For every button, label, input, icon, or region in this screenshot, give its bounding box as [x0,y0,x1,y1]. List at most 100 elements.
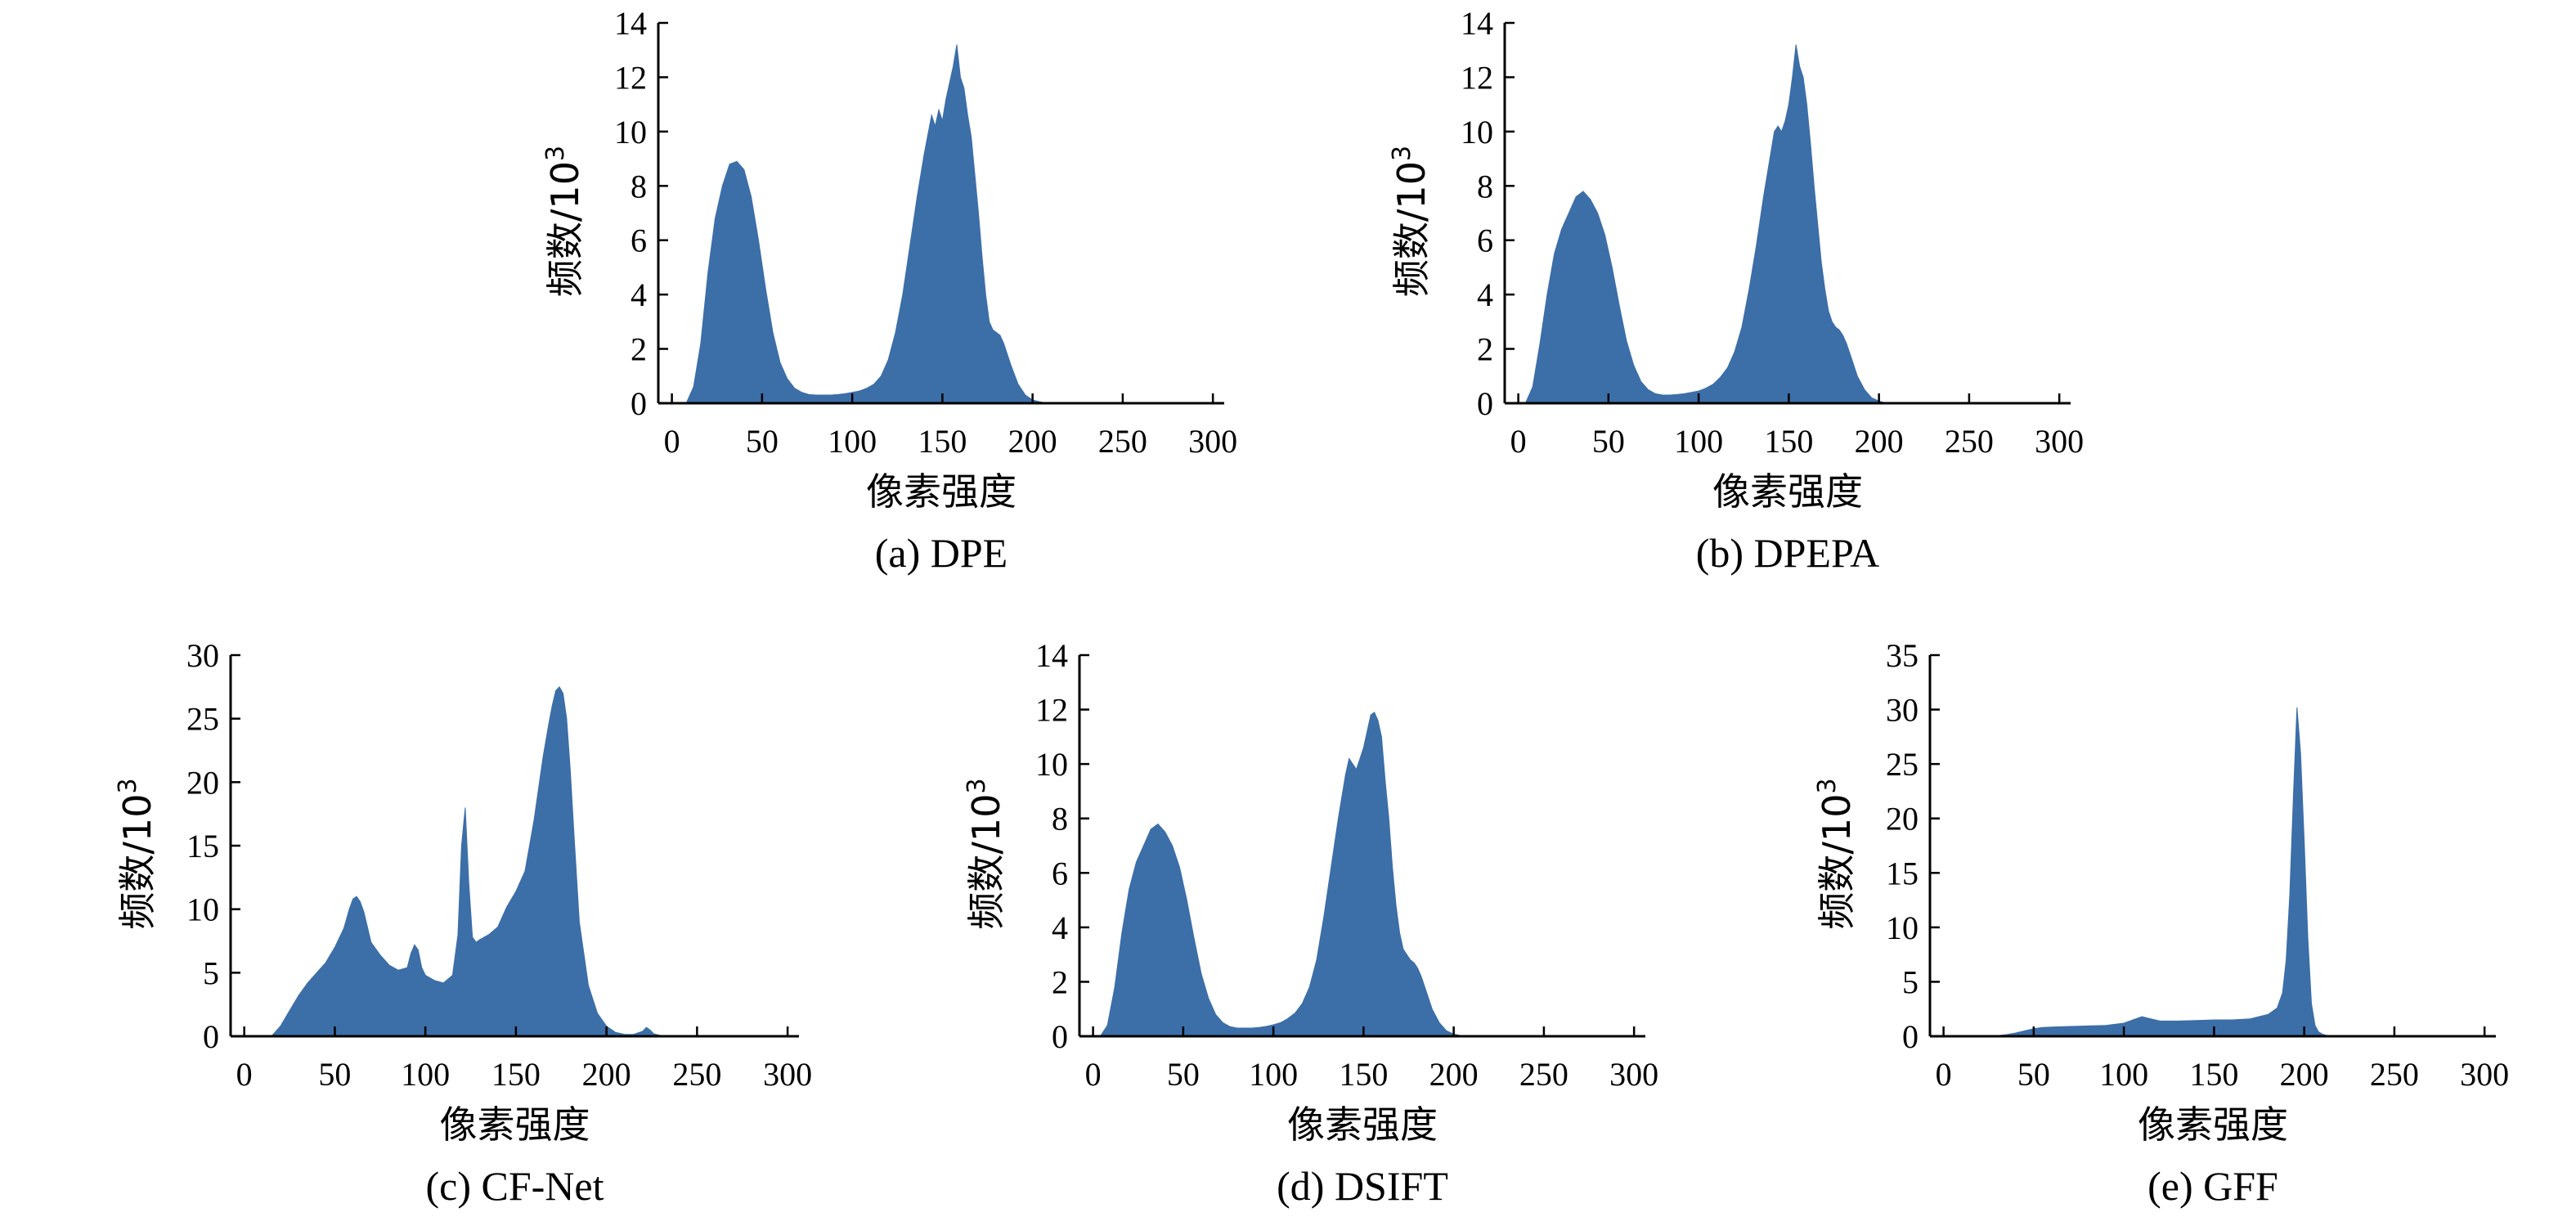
y-tick-label: 12 [1461,59,1493,96]
y-tick-label: 14 [1461,5,1493,42]
x-tick-label: 150 [1339,1056,1388,1093]
y-tick-label: 12 [614,59,647,96]
y-tick-label: 6 [1477,222,1493,259]
panel-caption: (a) DPE [875,530,1008,576]
x-tick-label: 300 [2035,423,2084,460]
y-axis-label-exponent: 3 [114,778,142,793]
y-axis-label-text: 频数/10 [1389,161,1434,297]
panel-caption: (c) CF-Net [426,1163,604,1209]
y-tick-label: 10 [1886,909,1919,946]
x-axis-label: 像素强度 [1712,469,1863,514]
y-tick-label: 6 [631,222,647,259]
x-axis-label: 像素强度 [1287,1103,1438,1147]
x-axis-label: 像素强度 [2138,1103,2288,1147]
x-tick-label: 100 [401,1056,450,1093]
histogram-area [1518,44,1915,404]
x-tick-label: 300 [2460,1056,2509,1093]
x-tick-label: 100 [1674,423,1723,460]
y-tick-label: 25 [1886,746,1919,783]
x-tick-label: 0 [1936,1056,1952,1093]
x-tick-label: 300 [1188,423,1237,460]
x-tick-label: 0 [236,1056,253,1093]
histogram-area [244,685,788,1037]
y-tick-label: 2 [1477,331,1493,368]
y-tick-label: 5 [203,954,219,991]
histogram-panel-5: 0 50 100 150 200 250 300 0 5 10 15 20 25 30 35 像素强度 频数/1… [1813,637,2509,1209]
x-tick-label: 50 [1592,423,1625,460]
x-tick-label: 100 [828,423,877,460]
y-tick-label: 14 [614,5,647,42]
x-tick-label: 250 [672,1056,721,1093]
y-tick-label: 4 [631,276,647,313]
y-tick-label: 20 [186,764,219,801]
x-tick-label: 250 [1945,423,1994,460]
y-tick-label: 10 [1035,746,1068,783]
x-tick-label: 300 [1609,1056,1658,1093]
x-tick-label: 50 [318,1056,351,1093]
panel-caption: (e) GFF [2147,1163,2278,1209]
y-tick-label: 8 [1052,801,1068,838]
x-tick-label: 200 [582,1056,631,1093]
y-tick-label: 6 [1052,855,1068,891]
y-axis-label: 频数/103 [1813,778,1859,929]
histogram-panel-4: 0 50 100 150 200 250 300 0 2 4 6 8 10 12 14 像素强度 频数/103 (… [963,637,1658,1209]
x-tick-label: 0 [664,423,680,460]
x-tick-label: 100 [2099,1056,2148,1093]
y-axis-label-exponent: 3 [1813,778,1842,793]
x-axis-label: 像素强度 [440,1103,590,1147]
histogram-panel-3: 0 50 100 150 200 250 300 0 5 10 15 20 25 30 像素强度 频数/103… [114,637,812,1209]
x-tick-label: 150 [2189,1056,2238,1093]
y-axis-label-text: 频数/10 [115,794,159,930]
x-tick-label: 150 [1764,423,1813,460]
histogram-panel-2: 0 50 100 150 200 250 300 0 2 4 6 8 10 12 14 像素强度 频数/103 (… [1388,5,2084,576]
y-axis-label-text: 频数/10 [964,794,1008,930]
y-tick-label: 30 [186,637,219,674]
y-tick-label: 10 [1461,114,1493,150]
y-tick-label: 4 [1052,909,1068,946]
y-tick-label: 35 [1886,637,1919,674]
y-axis-label: 频数/103 [1388,146,1434,297]
histogram-area [671,44,1069,404]
x-tick-label: 200 [2280,1056,2329,1093]
y-tick-label: 15 [186,828,219,864]
y-tick-label: 8 [1477,168,1493,204]
x-tick-label: 50 [746,423,779,460]
x-tick-label: 150 [918,423,967,460]
y-tick-label: 10 [614,114,647,150]
x-tick-label: 150 [491,1056,541,1093]
y-axis-label-exponent: 3 [963,778,991,793]
y-tick-label: 0 [1902,1018,1919,1055]
x-tick-label: 250 [1098,423,1147,460]
x-tick-label: 0 [1510,423,1527,460]
panel-caption: (d) DSIFT [1277,1163,1448,1209]
x-tick-label: 200 [1855,423,1904,460]
x-tick-label: 250 [1519,1056,1568,1093]
y-tick-label: 2 [631,331,647,368]
y-tick-label: 0 [1477,385,1493,422]
histogram-panel-1: 0 50 100 150 200 250 300 0 2 4 6 8 10 12 14 像素强度 频数/103 (… [541,5,1237,576]
x-tick-label: 50 [1167,1056,1200,1093]
y-tick-label: 12 [1035,692,1068,729]
y-tick-label: 5 [1902,963,1919,1000]
y-tick-label: 4 [1477,276,1493,313]
y-tick-label: 20 [1886,801,1919,838]
x-tick-label: 300 [763,1056,812,1093]
histogram-area [1943,707,2485,1037]
y-axis-label-text: 频数/10 [543,161,587,297]
y-axis-label: 频数/103 [541,146,587,297]
y-tick-label: 15 [1886,855,1919,891]
y-axis-label: 频数/103 [114,778,159,929]
y-tick-label: 0 [1052,1018,1068,1055]
y-tick-label: 10 [186,891,219,928]
histogram-area [1093,712,1635,1037]
x-tick-label: 100 [1249,1056,1298,1093]
y-tick-label: 30 [1886,692,1919,729]
y-axis-label-text: 频数/10 [1815,794,1859,930]
y-axis-label-exponent: 3 [1388,146,1416,161]
x-tick-label: 250 [2370,1056,2419,1093]
y-tick-label: 25 [186,701,219,738]
y-tick-label: 14 [1035,637,1068,674]
y-axis-label: 频数/103 [963,778,1008,929]
y-tick-label: 2 [1052,963,1068,1000]
